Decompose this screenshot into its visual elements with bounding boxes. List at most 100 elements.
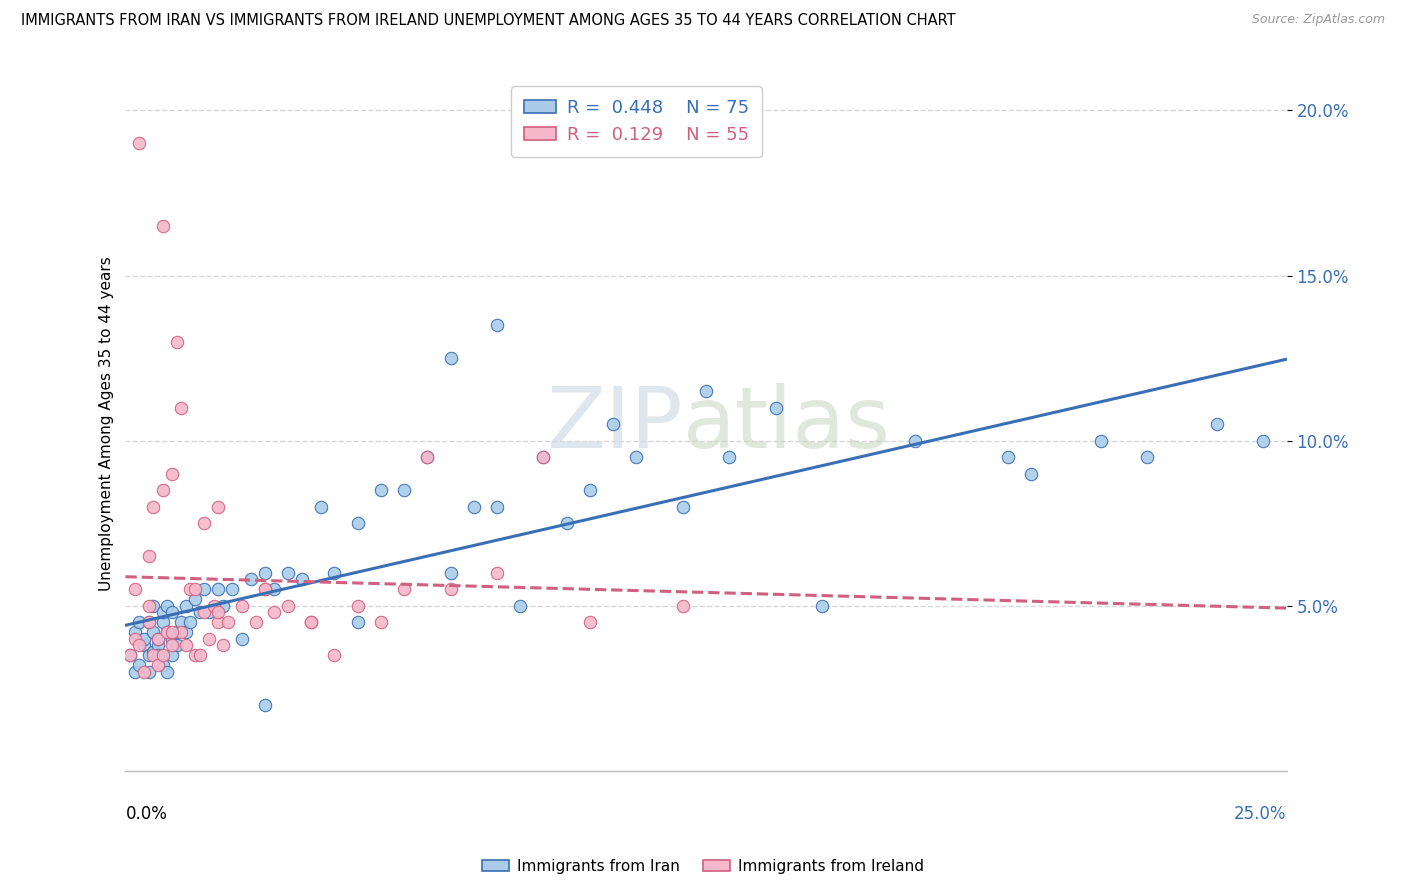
Point xyxy=(346,599,368,613)
Point xyxy=(695,384,717,398)
Point xyxy=(132,632,155,646)
Point xyxy=(509,599,531,613)
Point xyxy=(299,615,322,630)
Point xyxy=(170,615,193,630)
Point xyxy=(128,658,150,673)
Point xyxy=(132,665,155,679)
Point xyxy=(193,605,215,619)
Point xyxy=(207,582,229,597)
Point xyxy=(198,605,221,619)
Point xyxy=(217,615,239,630)
Point xyxy=(416,450,439,464)
Point xyxy=(533,450,555,464)
Point xyxy=(486,500,509,514)
Point xyxy=(253,582,276,597)
Point xyxy=(142,500,165,514)
Text: Source: ZipAtlas.com: Source: ZipAtlas.com xyxy=(1251,13,1385,27)
Point xyxy=(579,615,602,630)
Point xyxy=(231,599,253,613)
Point xyxy=(152,615,174,630)
Point xyxy=(207,605,229,619)
Point xyxy=(142,648,165,663)
Point xyxy=(207,500,229,514)
Point xyxy=(997,450,1019,464)
Point xyxy=(142,599,165,613)
Point xyxy=(152,605,174,619)
Point xyxy=(392,582,415,597)
Point xyxy=(533,450,555,464)
Point xyxy=(160,638,183,652)
Point xyxy=(188,648,211,663)
Point xyxy=(486,566,509,580)
Point xyxy=(904,434,927,448)
Point xyxy=(346,615,368,630)
Point xyxy=(811,599,834,613)
Point xyxy=(152,648,174,663)
Point xyxy=(416,450,439,464)
Point xyxy=(138,648,160,663)
Point xyxy=(188,605,211,619)
Point xyxy=(245,615,267,630)
Text: 25.0%: 25.0% xyxy=(1234,805,1286,823)
Point xyxy=(156,625,179,640)
Point xyxy=(193,516,215,530)
Point xyxy=(439,351,461,365)
Point xyxy=(138,549,160,563)
Point xyxy=(156,625,179,640)
Point xyxy=(392,483,415,497)
Point xyxy=(193,582,215,597)
Point xyxy=(146,648,169,663)
Point xyxy=(152,658,174,673)
Point xyxy=(672,500,695,514)
Point xyxy=(146,632,169,646)
Point xyxy=(146,638,169,652)
Point xyxy=(1206,417,1229,431)
Point xyxy=(179,582,201,597)
Point xyxy=(138,599,160,613)
Point xyxy=(124,582,146,597)
Point xyxy=(277,599,299,613)
Point xyxy=(128,638,150,652)
Point xyxy=(152,483,174,497)
Point xyxy=(174,599,197,613)
Point xyxy=(128,136,150,151)
Point xyxy=(184,582,207,597)
Text: IMMIGRANTS FROM IRAN VS IMMIGRANTS FROM IRELAND UNEMPLOYMENT AMONG AGES 35 TO 44: IMMIGRANTS FROM IRAN VS IMMIGRANTS FROM … xyxy=(21,13,956,29)
Point xyxy=(146,632,169,646)
Point xyxy=(263,582,285,597)
Point xyxy=(138,665,160,679)
Point xyxy=(166,334,188,349)
Point xyxy=(160,648,183,663)
Point xyxy=(672,599,695,613)
Point xyxy=(1019,467,1042,481)
Point xyxy=(323,648,346,663)
Point xyxy=(124,632,146,646)
Point xyxy=(160,467,183,481)
Point xyxy=(1136,450,1159,464)
Point xyxy=(239,572,262,586)
Point xyxy=(439,566,461,580)
Point xyxy=(309,500,332,514)
Point xyxy=(128,615,150,630)
Point xyxy=(221,582,243,597)
Point xyxy=(179,615,201,630)
Point xyxy=(166,638,188,652)
Point xyxy=(170,401,193,415)
Point xyxy=(555,516,578,530)
Point xyxy=(291,572,314,586)
Point xyxy=(138,615,160,630)
Point xyxy=(212,638,235,652)
Point xyxy=(602,417,624,431)
Point xyxy=(198,632,221,646)
Point xyxy=(1090,434,1112,448)
Point xyxy=(142,625,165,640)
Point xyxy=(579,483,602,497)
Point xyxy=(299,615,322,630)
Point xyxy=(184,592,207,607)
Point xyxy=(170,625,193,640)
Point xyxy=(166,625,188,640)
Text: 0.0%: 0.0% xyxy=(125,805,167,823)
Point xyxy=(253,698,276,712)
Point xyxy=(765,401,787,415)
Point xyxy=(124,625,146,640)
